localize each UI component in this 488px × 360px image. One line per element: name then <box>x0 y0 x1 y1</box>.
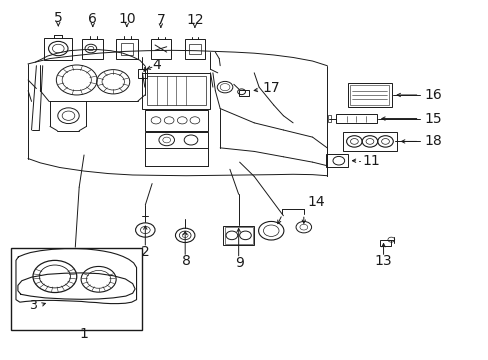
Bar <box>343 132 396 151</box>
Text: 5: 5 <box>54 11 62 25</box>
Bar <box>189 44 201 54</box>
Bar <box>347 83 391 107</box>
Bar <box>223 226 254 245</box>
Text: 16: 16 <box>424 88 441 102</box>
Bar <box>147 76 205 105</box>
Bar <box>43 38 72 60</box>
Text: 2: 2 <box>141 245 149 259</box>
Bar <box>11 248 142 330</box>
Text: 13: 13 <box>374 255 391 269</box>
Text: 15: 15 <box>424 112 441 126</box>
Text: 8: 8 <box>182 255 190 269</box>
Text: 18: 18 <box>424 134 441 148</box>
Bar <box>379 240 390 246</box>
Text: 10: 10 <box>118 12 135 26</box>
Text: 12: 12 <box>186 13 203 27</box>
Bar <box>144 110 207 131</box>
Bar <box>327 115 330 122</box>
Bar <box>238 90 249 96</box>
Bar <box>224 227 252 244</box>
Bar <box>144 132 207 148</box>
Text: 7: 7 <box>156 13 165 27</box>
Text: 9: 9 <box>235 256 244 270</box>
Bar <box>120 43 133 55</box>
Bar <box>151 39 170 59</box>
Text: 11: 11 <box>362 154 379 168</box>
Bar <box>350 85 388 105</box>
Bar <box>185 39 204 59</box>
Bar <box>142 73 210 109</box>
Text: 1: 1 <box>80 327 88 341</box>
Text: 4: 4 <box>152 58 161 72</box>
Bar <box>82 39 103 59</box>
Text: 17: 17 <box>262 81 279 95</box>
Text: 6: 6 <box>88 12 97 26</box>
Bar <box>137 69 147 78</box>
Bar <box>335 114 376 123</box>
Text: 3: 3 <box>29 298 37 311</box>
Text: 14: 14 <box>307 195 325 209</box>
Bar <box>325 154 347 167</box>
Bar <box>116 39 137 59</box>
